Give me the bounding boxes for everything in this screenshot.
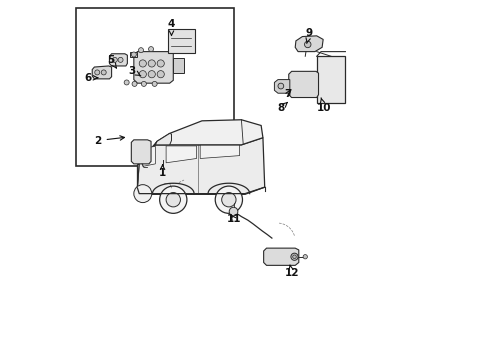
Text: 4: 4 bbox=[168, 19, 175, 35]
Polygon shape bbox=[264, 248, 299, 265]
Circle shape bbox=[148, 71, 155, 78]
Circle shape bbox=[157, 71, 164, 78]
Polygon shape bbox=[155, 120, 263, 145]
Circle shape bbox=[148, 46, 153, 51]
Circle shape bbox=[304, 41, 311, 48]
Circle shape bbox=[131, 52, 136, 57]
Text: 9: 9 bbox=[306, 28, 313, 44]
Circle shape bbox=[139, 48, 144, 53]
Polygon shape bbox=[274, 80, 290, 93]
Polygon shape bbox=[200, 145, 240, 158]
Circle shape bbox=[291, 253, 298, 260]
Polygon shape bbox=[131, 140, 151, 164]
Circle shape bbox=[95, 70, 100, 75]
Polygon shape bbox=[295, 36, 323, 51]
Polygon shape bbox=[137, 141, 157, 188]
Text: 3: 3 bbox=[128, 66, 141, 76]
Circle shape bbox=[139, 60, 147, 67]
Text: 1: 1 bbox=[159, 165, 166, 178]
Polygon shape bbox=[130, 51, 137, 57]
Text: 2: 2 bbox=[95, 136, 124, 145]
Polygon shape bbox=[134, 51, 173, 83]
Polygon shape bbox=[92, 66, 112, 79]
Polygon shape bbox=[172, 58, 184, 73]
Circle shape bbox=[221, 193, 236, 207]
Circle shape bbox=[141, 81, 147, 86]
Text: 11: 11 bbox=[227, 215, 242, 224]
Circle shape bbox=[134, 185, 152, 203]
Circle shape bbox=[101, 70, 106, 75]
Polygon shape bbox=[143, 146, 155, 166]
Circle shape bbox=[303, 255, 307, 259]
Polygon shape bbox=[289, 71, 318, 98]
Text: 7: 7 bbox=[284, 89, 292, 99]
Circle shape bbox=[148, 60, 155, 67]
Polygon shape bbox=[166, 146, 196, 163]
Circle shape bbox=[139, 71, 147, 78]
Circle shape bbox=[157, 60, 164, 67]
Circle shape bbox=[215, 186, 243, 213]
Circle shape bbox=[124, 80, 129, 85]
Text: 5: 5 bbox=[107, 55, 116, 68]
Polygon shape bbox=[155, 134, 172, 145]
Circle shape bbox=[132, 81, 137, 86]
Text: 10: 10 bbox=[317, 98, 331, 113]
Polygon shape bbox=[168, 30, 195, 53]
Circle shape bbox=[278, 83, 284, 89]
Circle shape bbox=[293, 255, 296, 258]
Polygon shape bbox=[317, 56, 345, 103]
Polygon shape bbox=[137, 138, 265, 194]
Bar bbox=[76, 8, 234, 166]
Circle shape bbox=[229, 207, 238, 216]
Circle shape bbox=[118, 57, 123, 62]
Polygon shape bbox=[109, 54, 127, 66]
Circle shape bbox=[152, 81, 157, 86]
Text: 6: 6 bbox=[84, 73, 98, 83]
Text: 8: 8 bbox=[277, 102, 288, 113]
Circle shape bbox=[112, 57, 117, 62]
Circle shape bbox=[166, 193, 180, 207]
Text: 12: 12 bbox=[284, 265, 299, 278]
Circle shape bbox=[160, 186, 187, 213]
